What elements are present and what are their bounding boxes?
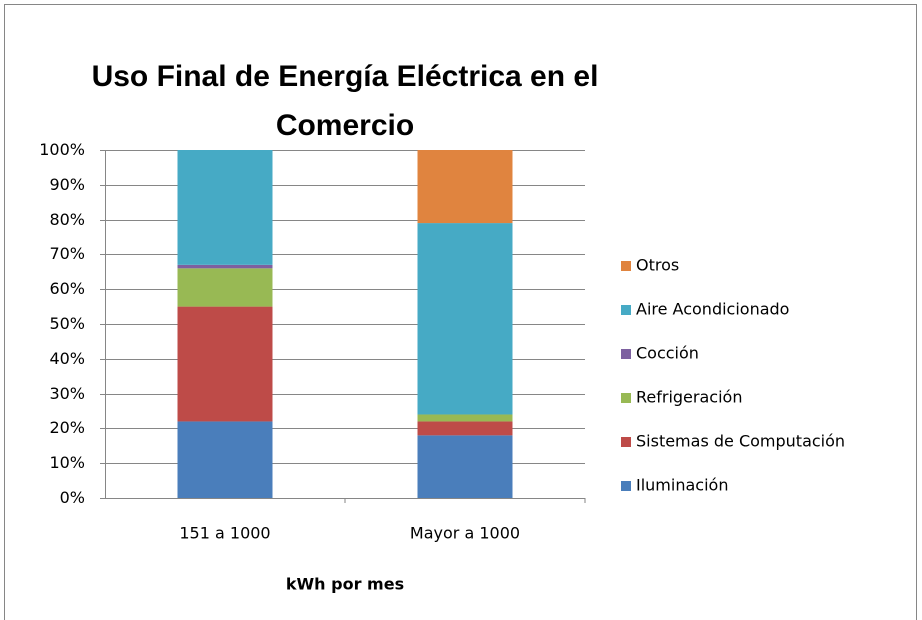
bar-segment <box>177 150 273 265</box>
y-tick-label: 0% <box>60 488 85 507</box>
chart-border <box>4 4 917 620</box>
legend-label: Sistemas de Computación <box>636 432 845 451</box>
legend-label: Cocción <box>636 344 699 363</box>
legend-swatch <box>621 305 631 315</box>
bar-segment <box>177 421 273 498</box>
y-tick-label: 80% <box>49 210 85 229</box>
legend-label: Aire Acondicionado <box>636 300 789 319</box>
y-tick-label: 60% <box>49 279 85 298</box>
bar-segment <box>417 435 513 498</box>
y-tick-label: 10% <box>49 453 85 472</box>
legend-swatch <box>621 261 631 271</box>
legend-swatch <box>621 437 631 447</box>
y-tick-label: 90% <box>49 175 85 194</box>
legend-label: Iluminación <box>636 476 728 495</box>
legend-swatch <box>621 393 631 403</box>
bar-segment <box>417 421 513 436</box>
bar-segment <box>177 306 273 422</box>
legend-swatch <box>621 481 631 491</box>
x-tick-label: 151 a 1000 <box>179 524 270 543</box>
bar-segment <box>417 414 513 422</box>
y-tick-label: 100% <box>39 140 85 159</box>
bar-segment <box>417 150 513 224</box>
legend-swatch <box>621 349 631 359</box>
y-tick-label: 70% <box>49 244 85 263</box>
bar-segment <box>177 264 273 269</box>
x-tick-label: Mayor a 1000 <box>410 524 520 543</box>
legend-label: Refrigeración <box>636 388 742 407</box>
x-axis-label: kWh por mes <box>286 575 404 594</box>
y-tick-label: 50% <box>49 314 85 333</box>
bar-segment <box>417 223 513 415</box>
y-tick-label: 40% <box>49 349 85 368</box>
y-tick-label: 20% <box>49 418 85 437</box>
legend-label: Otros <box>636 256 679 275</box>
chart-title: Uso Final de Energía Eléctrica en el Com… <box>91 60 599 142</box>
y-tick-label: 30% <box>49 384 85 403</box>
bar-segment <box>177 268 273 307</box>
